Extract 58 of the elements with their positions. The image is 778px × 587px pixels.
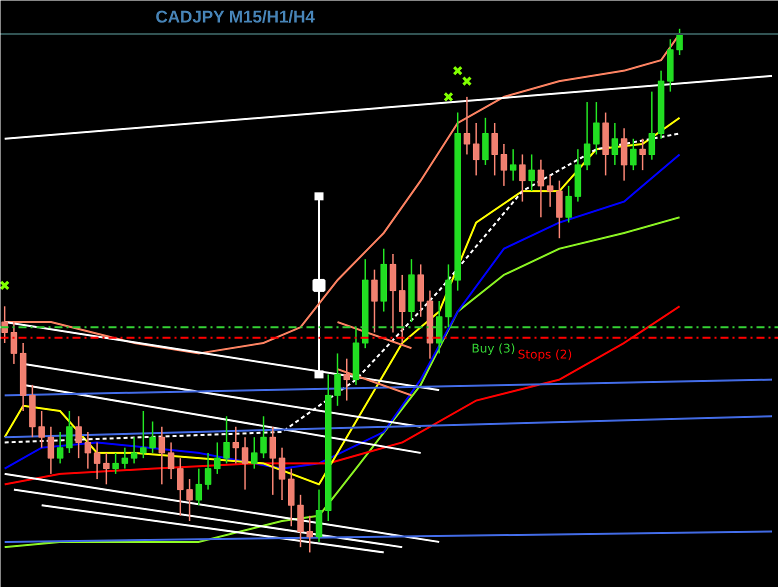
candlestick [278,446,286,501]
candlestick [48,426,54,475]
candlestick [630,138,637,171]
point [443,92,454,102]
candlestick [251,436,258,470]
ref-line-label: Stops (2) [518,348,572,362]
candlestick [584,101,590,171]
candlestick [260,416,267,459]
candlestick [177,457,184,517]
candlestick [546,174,554,208]
candlestick [130,436,138,464]
candlestick [510,148,516,182]
candlestick [140,410,147,459]
candlestick [398,274,406,344]
ref-line-label: Buy (3) [472,341,516,356]
candlestick [38,410,45,448]
candlestick [10,321,18,365]
point [452,66,463,76]
candlestick [158,426,166,486]
candlestick [519,154,526,202]
candlestick [500,143,508,187]
candlestick [371,268,378,334]
candlestick [464,96,470,156]
candlestick [306,515,314,554]
candlestick [334,352,341,407]
candlestick [103,452,110,486]
candlestick [648,90,656,160]
chart-title: CADJPY M15/H1/H4 [156,8,316,26]
candlestick [242,436,248,490]
candlestick [472,122,480,176]
candlestick [270,426,276,496]
point [0,280,10,290]
candlestick [676,28,683,56]
candlestick [149,420,156,454]
candlestick [343,358,350,402]
candlestick [593,101,600,156]
point [462,76,472,86]
candlestick [639,138,646,171]
candlestick [528,154,535,192]
candlestick [196,468,202,506]
candlestick [612,122,618,166]
candlestick [112,452,119,475]
candlestick [214,442,221,475]
candlestick [84,431,92,470]
candlestick [186,478,193,522]
candlestick [223,416,230,464]
candlestick [491,122,498,176]
candlestick [122,446,128,470]
candlestick [56,431,64,464]
point [312,278,326,292]
candlestick [232,426,240,464]
candlestick [94,442,100,480]
candlestick [538,158,544,218]
candlestick [565,185,572,224]
candlestick [66,410,73,454]
candlestick [75,416,82,459]
candlestick [204,452,212,490]
candlestick [168,442,174,480]
